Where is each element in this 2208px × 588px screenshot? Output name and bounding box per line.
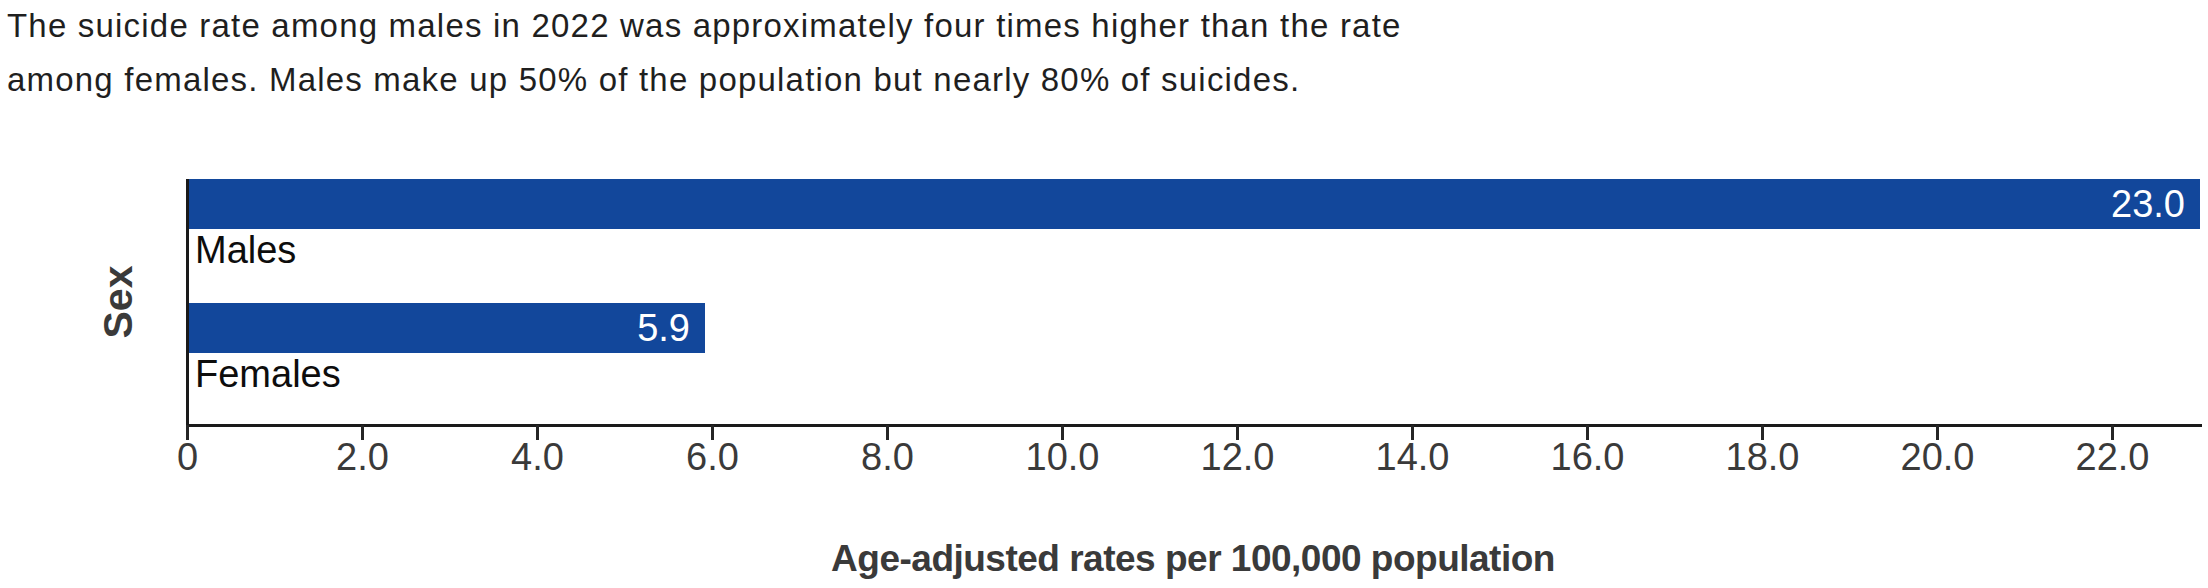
x-tick-label: 10.0 xyxy=(1026,434,1100,480)
x-tick-label: 18.0 xyxy=(1726,434,1800,480)
description-line-1: The suicide rate among males in 2022 was… xyxy=(7,0,1402,53)
x-axis-title: Age-adjusted rates per 100,000 populatio… xyxy=(831,538,1555,580)
description-line-2: among females. Males make up 50% of the … xyxy=(7,53,1402,107)
chart-description: The suicide rate among males in 2022 was… xyxy=(7,0,1402,107)
x-tick-label: 20.0 xyxy=(1901,434,1975,480)
x-tick-label: 0 xyxy=(177,434,198,480)
suicide-rates-by-sex-chart: The suicide rate among males in 2022 was… xyxy=(0,0,2208,588)
bar-males: 23.0 xyxy=(189,179,2200,229)
category-label-males: Males xyxy=(195,227,296,273)
x-tick-label: 12.0 xyxy=(1201,434,1275,480)
x-tick-label: 6.0 xyxy=(686,434,739,480)
category-label-females: Females xyxy=(195,351,341,397)
x-tick-label: 8.0 xyxy=(861,434,914,480)
x-tick-label: 14.0 xyxy=(1376,434,1450,480)
y-axis-title: Sex xyxy=(95,266,142,339)
bar-value-label: 5.9 xyxy=(637,303,690,353)
x-tick-label: 4.0 xyxy=(511,434,564,480)
bar-females: 5.9 xyxy=(189,303,705,353)
x-tick-label: 16.0 xyxy=(1551,434,1625,480)
x-tick-label: 22.0 xyxy=(2076,434,2150,480)
x-axis-line xyxy=(186,424,2202,427)
bar-value-label: 23.0 xyxy=(2111,179,2185,229)
x-tick-label: 2.0 xyxy=(336,434,389,480)
